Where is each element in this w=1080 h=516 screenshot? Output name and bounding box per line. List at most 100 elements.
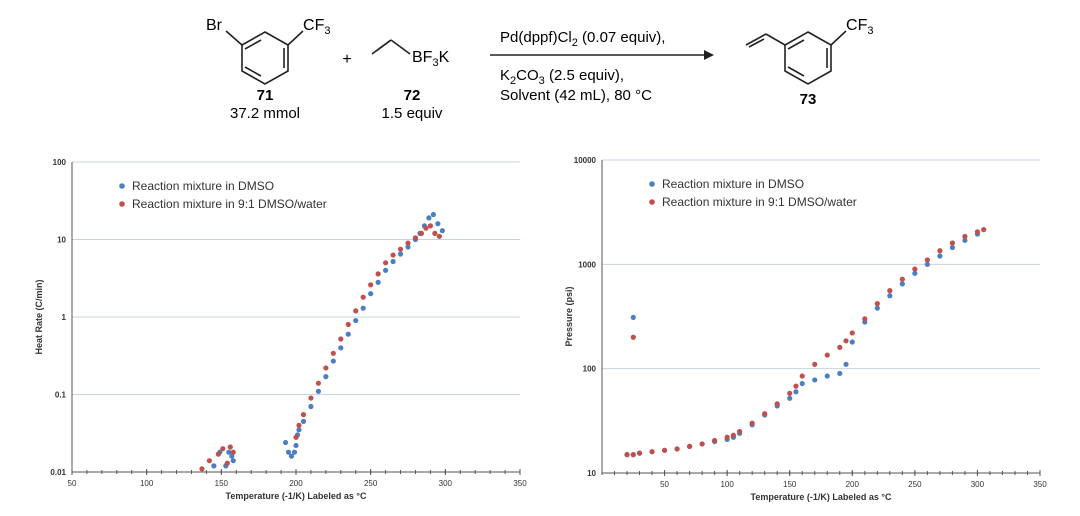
x-tick-label: 200: [289, 479, 303, 488]
x-tick-label: 300: [971, 480, 985, 489]
data-point: [962, 237, 968, 243]
series-dmso-water: [199, 223, 442, 472]
data-point: [330, 358, 336, 364]
x-tick-label: 50: [660, 480, 669, 489]
x-tick-label: 350: [513, 479, 527, 488]
data-point: [812, 361, 818, 367]
heat-rate-chart: 0.01 0.1 1 10 100 50 100 150 200 250 300 350 Tempera…: [34, 158, 527, 501]
data-point: [661, 447, 668, 453]
pressure-chart: 10 100 1000 10000 50 100 150 200 250 300 350 Temper…: [564, 156, 1047, 502]
data-point: [293, 434, 299, 440]
data-point: [285, 449, 292, 455]
x-tick-label: 150: [783, 480, 797, 489]
data-point: [812, 377, 818, 383]
series-dmso: [624, 231, 981, 458]
y-tick-label: 10000: [574, 156, 597, 165]
x-tick-label: 150: [215, 479, 229, 488]
data-point: [937, 248, 943, 254]
data-point: [224, 460, 230, 466]
legend-entry: Reaction mixture in DMSO: [662, 177, 804, 191]
data-point: [353, 317, 359, 324]
data-point: [862, 316, 868, 322]
y-tick-label: 0.01: [50, 468, 66, 477]
data-point: [360, 305, 366, 311]
data-point: [730, 432, 736, 438]
condition-solvent: Solvent (42 mL), 80 °C: [500, 87, 652, 104]
molecule-71-amount: 37.2 mmol: [230, 105, 300, 122]
data-point: [291, 449, 298, 455]
data-point: [390, 258, 396, 265]
data-point: [699, 441, 705, 447]
data-point: [397, 251, 404, 257]
molecule-71-substituent-cf3: CF3: [303, 17, 330, 37]
data-point: [390, 252, 396, 258]
data-point: [353, 308, 359, 314]
data-point: [737, 428, 743, 435]
y-tick-label: 100: [53, 158, 67, 167]
data-point: [397, 246, 404, 252]
x-tick-label: 100: [140, 479, 154, 488]
data-point: [323, 365, 329, 371]
data-point: [368, 291, 374, 297]
data-point: [418, 230, 425, 236]
data-point: [887, 293, 893, 299]
data-point: [211, 463, 217, 469]
data-point: [315, 388, 321, 394]
y-tick-label: 0.1: [55, 391, 67, 400]
y-axis-label: Pressure (psi): [564, 286, 574, 346]
data-point: [624, 452, 630, 458]
data-point: [787, 395, 793, 401]
data-point: [912, 270, 918, 276]
data-point: [230, 449, 236, 455]
data-point: [724, 434, 730, 440]
data-point: [315, 380, 321, 386]
legend-marker: [649, 181, 655, 187]
legend-entry: Reaction mixture in 9:1 DMSO/water: [662, 195, 857, 209]
data-point: [981, 227, 987, 233]
data-point: [288, 453, 295, 459]
data-point: [330, 350, 336, 356]
data-point: [206, 458, 212, 464]
plus-sign: +: [342, 51, 351, 68]
data-point: [220, 446, 226, 452]
molecule-71-structure: [225, 30, 304, 85]
data-point: [439, 228, 445, 234]
data-point: [300, 412, 307, 418]
data-point: [843, 338, 849, 344]
data-point: [793, 389, 799, 395]
reaction-arrow: [490, 50, 714, 60]
x-tick-label: 350: [1033, 480, 1047, 489]
data-point: [345, 321, 351, 328]
data-point: [230, 458, 236, 464]
legend-entry: Reaction mixture in DMSO: [132, 179, 274, 193]
data-point: [924, 257, 930, 263]
data-point: [426, 215, 432, 221]
data-point: [375, 279, 381, 285]
data-point: [360, 294, 366, 300]
data-point: [430, 211, 436, 218]
x-tick-label: 200: [846, 480, 860, 489]
data-point: [383, 260, 389, 266]
condition-catalyst: Pd(dppf)Cl2 (0.07 equiv),: [500, 29, 665, 49]
data-point: [962, 233, 968, 240]
data-point: [899, 281, 905, 287]
data-point: [712, 437, 718, 444]
x-axis-label: Temperature (-1/K) Labeled as °C: [226, 491, 367, 501]
data-point: [296, 422, 302, 428]
x-tick-label: 250: [364, 479, 378, 488]
legend-marker: [649, 199, 655, 205]
y-tick-label: 100: [583, 365, 597, 374]
y-tick-label: 1000: [578, 260, 596, 269]
data-point: [308, 403, 314, 410]
data-point: [630, 452, 636, 458]
y-tick-label: 10: [57, 236, 66, 245]
molecule-72-number: 72: [404, 87, 421, 104]
series-dmso-water: [624, 227, 987, 458]
molecule-72-structure: [371, 39, 411, 55]
data-point: [837, 370, 843, 377]
data-point: [300, 418, 307, 424]
molecule-73-structure: [745, 30, 847, 85]
data-point: [874, 305, 880, 311]
data-point: [435, 221, 441, 227]
series-dmso: [211, 211, 445, 469]
